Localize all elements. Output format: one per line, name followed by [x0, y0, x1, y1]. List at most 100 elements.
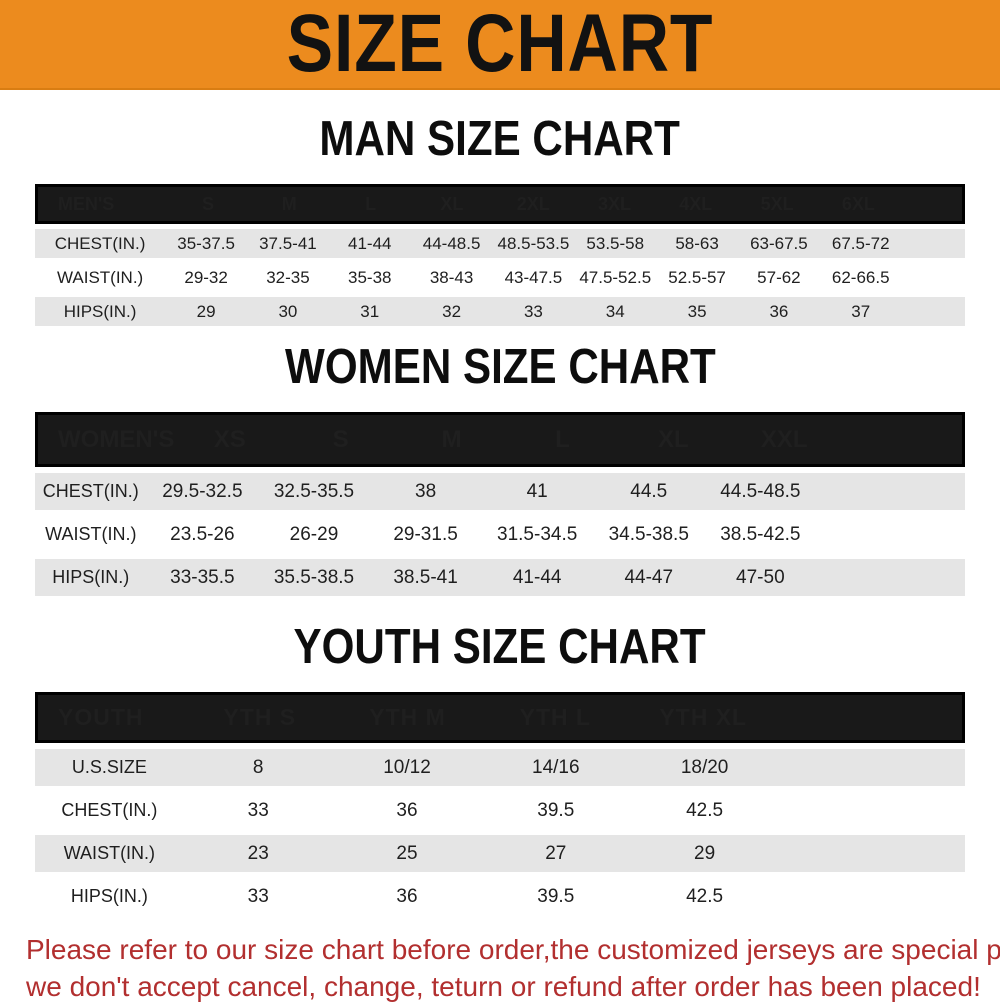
table-cell: 58-63 [675, 233, 719, 253]
column-header: YTH XL [659, 704, 748, 730]
table-cell: 33 [523, 301, 543, 321]
table-cell: 32.5-35.5 [273, 480, 355, 502]
table-cell: 67.5-72 [831, 233, 890, 253]
table-cell: 14/16 [532, 756, 580, 778]
table-cell: 44-47 [624, 566, 674, 588]
column-header: 6XL [841, 193, 875, 214]
table-row: CHEST(IN.) 29.5-32.5 32.5-35.5 38 41 44.5 44.5… [35, 473, 965, 510]
youth-size-chart-title: YOUTH SIZE CHART [0, 620, 1000, 674]
column-header: 5XL [760, 193, 794, 214]
table-cell: 38-43 [429, 267, 474, 287]
women-size-chart-title-text: WOMEN SIZE CHART [284, 340, 716, 394]
row-label: HIPS(IN.) [52, 567, 130, 587]
row-label: CHEST(IN.) [61, 800, 158, 820]
column-header: 2XL [516, 193, 550, 214]
table-header-label: MEN'S [58, 193, 115, 214]
table-cell: 63-67.5 [750, 233, 808, 253]
man-size-chart-title-text: MAN SIZE CHART [319, 112, 681, 166]
row-label: HIPS(IN.) [70, 886, 148, 906]
column-header: YTH M [369, 704, 446, 730]
disclaimer: Please refer to our size chart before or… [26, 931, 1000, 1005]
table-header-row: MEN'S S M L XL 2XL 3XL 4XL 5XL 6XL [35, 184, 965, 224]
table-cell: 29.5-32.5 [162, 480, 243, 502]
table-cell: 48.5-53.5 [497, 233, 570, 253]
table-cell: 41 [526, 480, 548, 502]
women-size-chart-title: WOMEN SIZE CHART [0, 340, 1000, 394]
table-cell: 31.5-34.5 [497, 523, 578, 545]
table-header-label: YOUTH [58, 704, 144, 730]
row-label: CHEST(IN.) [54, 233, 146, 253]
table-header-label: WOMEN'S [58, 425, 175, 453]
table-cell: 33 [247, 799, 269, 821]
youth-size-chart-title-text: YOUTH SIZE CHART [293, 620, 707, 674]
column-header: YTH L [519, 704, 592, 730]
table-cell: 35-38 [348, 267, 392, 287]
table-cell: 27 [545, 842, 567, 864]
column-header: M [281, 193, 297, 214]
column-header: 4XL [679, 193, 713, 214]
table-cell: 10/12 [383, 756, 431, 778]
table-header-row: WOMEN'S XS S M L XL XXL [35, 412, 965, 467]
man-size-chart-title: MAN SIZE CHART [0, 112, 1000, 166]
table-cell: 57-62 [757, 267, 801, 287]
column-header: S [332, 425, 349, 453]
youth-size-table: YOUTH YTH S YTH M YTH L YTH XL U.S.SIZE 8 10/12… [35, 692, 965, 915]
column-header: M [441, 425, 462, 453]
table-cell: 38 [415, 480, 437, 502]
table-row: CHEST(IN.) 35-37.5 37.5-41 41-44 44-48.5 48.5… [35, 229, 965, 258]
table-cell: 23.5-26 [170, 523, 235, 545]
row-label: WAIST(IN.) [45, 524, 137, 544]
table-cell: 18/20 [680, 756, 729, 778]
table-cell: 44-48.5 [422, 233, 481, 253]
table-cell: 32 [442, 301, 462, 321]
disclaimer-line-2: we don't accept cancel, change, teturn o… [26, 971, 981, 1002]
column-header: L [555, 425, 570, 453]
row-label: CHEST(IN.) [42, 481, 139, 501]
column-header: 3XL [597, 193, 631, 214]
row-label: U.S.SIZE [71, 757, 147, 777]
table-cell: 52.5-57 [668, 267, 726, 287]
table-cell: 25 [396, 842, 418, 864]
table-cell: 39.5 [537, 799, 575, 821]
table-row: CHEST(IN.) 33 36 39.5 42.5 [35, 792, 965, 829]
column-header: XL [440, 193, 464, 214]
table-row: HIPS(IN.) 33-35.5 35.5-38.5 38.5-41 41-44 44-… [35, 559, 965, 596]
table-header-row: YOUTH YTH S YTH M YTH L YTH XL [35, 692, 965, 743]
table-cell: 29-32 [184, 267, 228, 287]
column-header: XS [213, 425, 246, 453]
table-cell: 31 [360, 301, 380, 321]
table-cell: 8 [252, 756, 264, 778]
column-header: XL [657, 425, 689, 453]
column-header: YTH S [223, 704, 297, 730]
banner-title: SIZE CHART [286, 0, 714, 89]
table-cell: 35-37.5 [177, 233, 235, 253]
table-cell: 39.5 [537, 885, 575, 907]
table-cell: 62-66.5 [831, 267, 890, 287]
table-cell: 38.5-41 [393, 566, 458, 588]
mens-size-table: MEN'S S M L XL 2XL 3XL 4XL 5XL 6XL CHEST(IN.) 35-37… [35, 184, 965, 326]
table-row: WAIST(IN.) 23 25 27 29 [35, 835, 965, 872]
table-cell: 36 [396, 799, 418, 821]
table-cell: 42.5 [686, 885, 724, 907]
size-chart-banner: SIZE CHART [0, 0, 1000, 90]
table-cell: 32-35 [266, 267, 310, 287]
table-cell: 42.5 [686, 799, 724, 821]
table-cell: 41-44 [348, 233, 392, 253]
table-cell: 30 [278, 301, 298, 321]
table-cell: 36 [396, 885, 418, 907]
table-cell: 37.5-41 [259, 233, 317, 253]
table-cell: 53.5-58 [586, 233, 645, 253]
womens-size-table: WOMEN'S XS S M L XL XXL CHEST(IN.) 29.5-32.5 32.5… [35, 412, 965, 596]
table-row: U.S.SIZE 8 10/12 14/16 18/20 [35, 749, 965, 786]
row-label: WAIST(IN.) [63, 843, 156, 863]
column-header: S [202, 193, 215, 214]
table-row: HIPS(IN.) 33 36 39.5 42.5 [35, 878, 965, 915]
table-cell: 29 [196, 301, 216, 321]
table-cell: 23 [247, 842, 269, 864]
table-row: HIPS(IN.) 29 30 31 32 33 34 35 36 37 [35, 297, 965, 326]
table-row: WAIST(IN.) 29-32 32-35 35-38 38-43 43-47.5 47.… [35, 263, 965, 292]
column-header: L [365, 193, 377, 214]
row-label: HIPS(IN.) [63, 301, 137, 321]
row-label: WAIST(IN.) [56, 267, 144, 287]
table-cell: 34.5-38.5 [608, 523, 689, 545]
